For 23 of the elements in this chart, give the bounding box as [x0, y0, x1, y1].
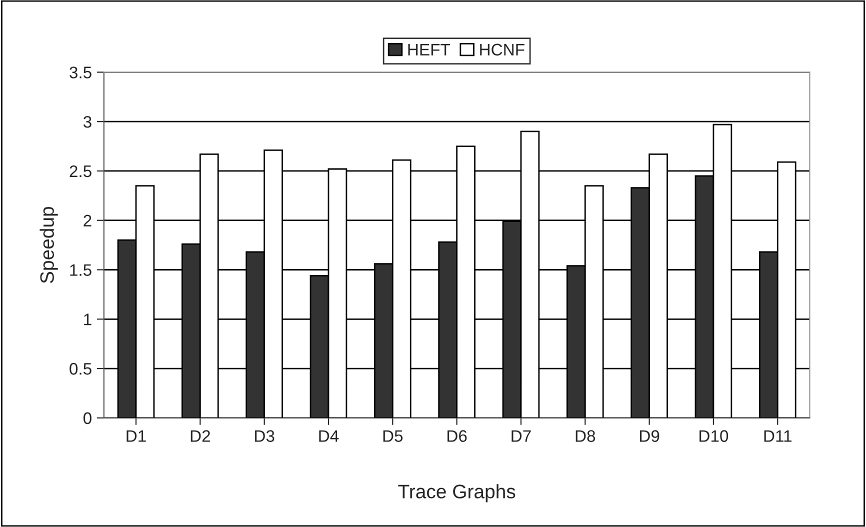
x-tick-label: D5 — [383, 430, 403, 442]
x-tick-label: D6 — [448, 430, 467, 442]
y-tick-label: 2 — [84, 214, 92, 226]
y-tick-label: 1.5 — [70, 264, 92, 276]
legend-label: HCNF — [480, 44, 524, 56]
x-tick-label: D2 — [190, 430, 210, 442]
y-tick-label: 3 — [83, 116, 92, 128]
y-tick-label: 0 — [83, 412, 92, 424]
x-tick-label: D1 — [126, 430, 146, 442]
legend-label: HEFT — [408, 44, 450, 56]
x-tick-label: D8 — [576, 430, 596, 442]
y-axis-title: Speedup — [40, 206, 58, 284]
x-tick-label: D9 — [640, 430, 660, 442]
x-tick-label: D3 — [255, 430, 274, 442]
x-tick-label: D4 — [319, 430, 339, 442]
y-tick-label: 0.5 — [70, 362, 92, 375]
x-axis-title: Trace Graphs — [398, 484, 516, 502]
x-tick-label: D7 — [512, 430, 531, 442]
y-tick-label: 2.5 — [70, 165, 92, 178]
x-tick-label: D10 — [700, 430, 728, 442]
x-tick-label: D11 — [764, 430, 792, 442]
y-tick-label: 1 — [84, 314, 92, 326]
y-tick-label: 3.5 — [70, 66, 92, 78]
